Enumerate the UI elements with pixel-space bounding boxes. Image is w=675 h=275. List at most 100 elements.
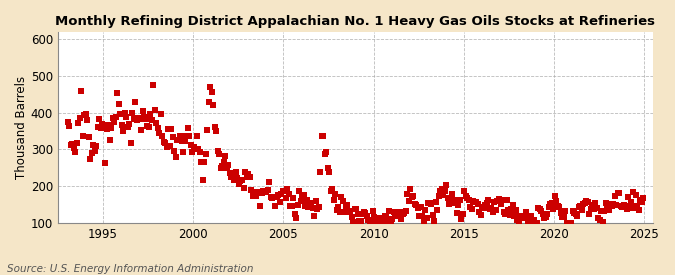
Point: [404, 199, 414, 203]
Point: [453, 203, 464, 208]
Point: [366, 221, 377, 225]
Point: [328, 198, 339, 202]
Point: [261, 190, 271, 195]
Point: [221, 166, 232, 170]
Point: [148, 83, 159, 87]
Point: [72, 141, 82, 145]
Point: [173, 138, 184, 142]
Point: [459, 189, 470, 193]
Point: [450, 201, 461, 205]
Point: [393, 211, 404, 216]
Point: [591, 206, 602, 210]
Point: [573, 204, 584, 209]
Point: [194, 149, 205, 154]
Point: [549, 194, 560, 198]
Point: [360, 211, 371, 215]
Point: [390, 213, 401, 218]
Point: [600, 201, 611, 205]
Point: [602, 205, 613, 210]
Point: [213, 148, 223, 153]
Point: [580, 198, 591, 203]
Point: [285, 204, 296, 208]
Point: [271, 194, 282, 199]
Point: [503, 208, 514, 212]
Point: [460, 194, 471, 198]
Point: [318, 134, 329, 138]
Point: [355, 219, 366, 224]
Point: [302, 205, 313, 209]
Point: [512, 218, 522, 222]
Point: [268, 195, 279, 199]
Point: [522, 220, 533, 224]
Point: [626, 200, 637, 205]
Point: [470, 200, 481, 204]
Point: [342, 203, 352, 208]
Point: [622, 207, 632, 211]
Point: [377, 221, 387, 225]
Point: [68, 146, 79, 151]
Point: [408, 194, 418, 198]
Point: [291, 215, 302, 220]
Point: [423, 201, 434, 205]
Point: [590, 201, 601, 206]
Point: [388, 210, 399, 214]
Point: [211, 129, 222, 133]
Point: [345, 210, 356, 214]
Point: [169, 149, 180, 153]
Point: [608, 202, 618, 206]
Point: [165, 144, 176, 148]
Point: [139, 115, 150, 119]
Point: [327, 187, 338, 191]
Point: [476, 213, 487, 217]
Point: [530, 221, 541, 225]
Point: [474, 210, 485, 214]
Point: [574, 204, 585, 208]
Point: [331, 208, 342, 213]
Point: [214, 152, 225, 156]
Point: [242, 172, 253, 176]
Point: [143, 125, 154, 130]
Point: [379, 214, 390, 219]
Point: [483, 198, 494, 202]
Point: [441, 183, 452, 187]
Point: [493, 197, 504, 202]
Point: [244, 175, 255, 179]
Point: [372, 221, 383, 225]
Point: [363, 217, 374, 222]
Point: [77, 134, 88, 138]
Point: [439, 189, 450, 193]
Point: [83, 135, 94, 139]
Point: [264, 180, 275, 185]
Point: [481, 200, 492, 205]
Point: [507, 203, 518, 207]
Point: [448, 198, 459, 202]
Point: [250, 193, 261, 198]
Point: [425, 200, 435, 205]
Point: [319, 152, 330, 156]
Point: [456, 217, 467, 221]
Point: [443, 196, 454, 200]
Point: [166, 127, 177, 132]
Point: [321, 150, 331, 154]
Point: [561, 221, 572, 225]
Y-axis label: Thousand Barrels: Thousand Barrels: [15, 76, 28, 179]
Point: [85, 157, 96, 161]
Point: [171, 155, 182, 159]
Point: [579, 201, 590, 206]
Point: [563, 221, 574, 225]
Point: [280, 196, 291, 200]
Point: [73, 120, 84, 125]
Point: [513, 221, 524, 225]
Point: [258, 188, 269, 193]
Point: [589, 207, 599, 211]
Point: [576, 208, 587, 212]
Point: [232, 175, 243, 180]
Point: [219, 160, 230, 164]
Point: [371, 221, 381, 225]
Point: [127, 110, 138, 115]
Point: [384, 209, 395, 213]
Point: [273, 193, 284, 197]
Point: [289, 211, 300, 216]
Point: [275, 192, 286, 197]
Point: [417, 214, 428, 218]
